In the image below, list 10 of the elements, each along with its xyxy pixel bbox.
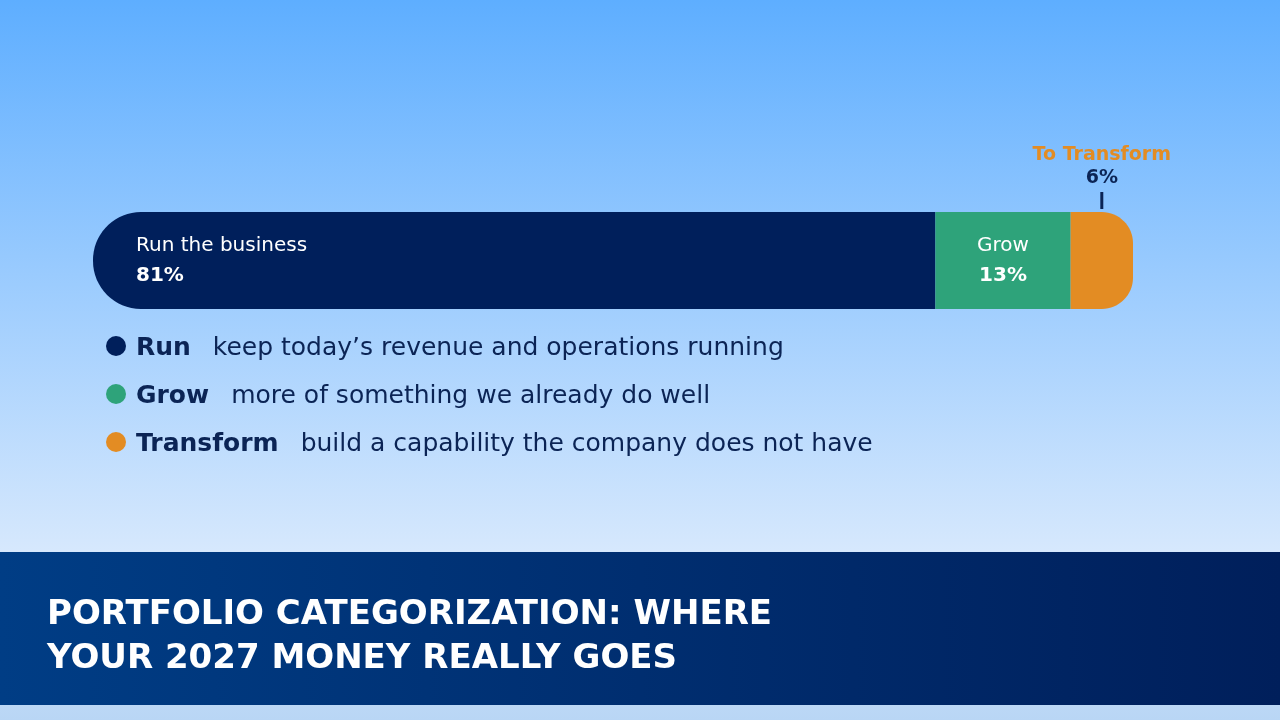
series-label: Grow xyxy=(977,232,1029,256)
text: Grow more of something we already do well xyxy=(136,379,711,409)
data-label: 6% xyxy=(1085,165,1118,187)
text: PORTFOLIO CATEGORIZATION: WHERE YOUR 2027 MONEY REALLY GOES xyxy=(47,591,774,678)
text: Run keep today’s revenue and operations running xyxy=(136,331,784,361)
series-label: Run the business xyxy=(136,232,308,256)
text: To Transform xyxy=(1032,142,1172,164)
data-label: 13% xyxy=(979,262,1027,286)
text: Transform build a capability the company does not have xyxy=(136,427,873,457)
data-label: 81% xyxy=(136,262,184,286)
